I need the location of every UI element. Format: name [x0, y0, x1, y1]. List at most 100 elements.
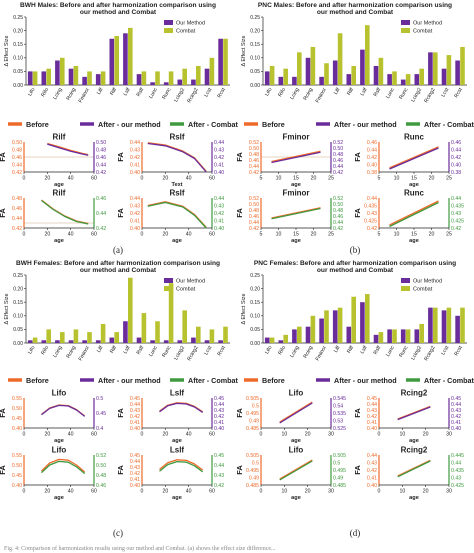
right-tick-label: 0.43 — [214, 408, 224, 414]
x-tick-label: 5 — [260, 176, 263, 182]
bar-our-method — [319, 76, 324, 85]
right-tick-label: 0.44 — [333, 220, 343, 226]
left-tick-label: 0.44 — [130, 459, 140, 465]
left-tick-label: 0.49 — [249, 418, 259, 424]
left-tick-label: 0.50 — [12, 463, 22, 469]
x-tick-label: Lifo — [27, 345, 36, 355]
left-tick-label: 0.43 — [130, 408, 140, 414]
bar-our-method — [278, 340, 284, 343]
x-tick-label: Rcst — [217, 345, 228, 357]
x-tick-label: 20 — [44, 232, 50, 238]
x-tick-label: 0 — [260, 489, 263, 495]
bar-combat — [419, 323, 424, 343]
series-line — [41, 199, 89, 225]
left-tick-label: 0.46 — [249, 214, 259, 220]
bar-combat — [114, 36, 119, 85]
right-tick-label: 0.41 — [214, 420, 224, 426]
x-tick-label: 10 — [394, 232, 400, 238]
left-tick-label: 0.5 — [252, 403, 259, 409]
right-tick-label: 0.435 — [451, 468, 464, 474]
series-line — [47, 143, 89, 156]
bar-combat — [297, 326, 302, 343]
left-tick-label: 0.52 — [249, 140, 259, 146]
plot-title: Rcing2 — [401, 446, 428, 455]
caption-c: (c) — [113, 528, 123, 538]
bar-combat — [141, 71, 147, 85]
x-tick-label: 20 — [44, 432, 50, 438]
right-tick-label: 0.50 — [333, 146, 343, 152]
x-axis-label: age — [291, 182, 301, 188]
bar-combat — [283, 334, 288, 343]
x-tick-label: 20 — [44, 176, 50, 182]
x-tick-label: Rcing — [66, 87, 78, 102]
x-tick-label: Lcst — [440, 345, 450, 357]
bar-combat — [446, 55, 452, 85]
right-tick-label: 0.50 — [333, 202, 343, 208]
bar-combat — [209, 329, 215, 343]
y-tick-label: 0.25 — [250, 273, 260, 279]
right-tick-label: 0.43 — [214, 473, 224, 479]
series-line — [389, 201, 439, 228]
bar-our-method — [414, 74, 420, 85]
x-tick-label: 0 — [141, 489, 144, 495]
left-tick-label: 0.55 — [12, 453, 22, 459]
a-bars-chart: BWH Males: Before and after harmonizatio… — [4, 2, 230, 104]
legend-label: Before — [262, 120, 285, 129]
x-tick-label: 40 — [186, 232, 192, 238]
x-axis-label: age — [409, 495, 419, 501]
left-tick-label: 0.5 — [252, 460, 259, 466]
bar-combat — [223, 38, 228, 85]
series-line — [159, 460, 204, 473]
bar-combat — [73, 65, 79, 85]
x-tick-label: 60 — [91, 432, 97, 438]
bar-our-method — [428, 307, 433, 343]
x-tick-label: Lcing2 — [410, 87, 423, 103]
x-tick-label: 10 — [281, 432, 287, 438]
b2-plot: Runc0.460.440.420.400.380.460.440.420.40… — [353, 133, 461, 189]
bar-combat — [100, 71, 106, 85]
bar-our-method — [41, 340, 47, 343]
x-axis-label: age — [54, 438, 64, 444]
bar-combat — [269, 337, 275, 343]
legend-swatch — [164, 286, 173, 291]
x-tick-label: Lunc — [385, 87, 396, 100]
series-line — [271, 151, 321, 164]
bar-combat — [337, 307, 343, 343]
bar-combat — [392, 71, 397, 85]
right-tick-label: 0.42 — [96, 226, 106, 232]
right-tick-label: 0.42 — [214, 155, 224, 161]
x-tick-label: 30 — [328, 432, 334, 438]
y-axis-label: FA — [235, 465, 244, 475]
bar-combat — [141, 313, 147, 343]
bar-our-method — [82, 76, 87, 85]
left-tick-label: 0.44 — [367, 147, 377, 153]
bar-our-method — [346, 74, 352, 85]
legend-label: Combat — [413, 29, 433, 35]
y-axis-label: FA — [116, 152, 125, 162]
left-tick-label: 0.48 — [12, 147, 22, 153]
x-axis-label: age — [409, 438, 419, 444]
left-tick-label: 0.50 — [249, 202, 259, 208]
x-axis-label: age — [409, 238, 419, 244]
legend-c: Before After - our method After - Combat — [8, 376, 239, 385]
bar-combat — [405, 329, 411, 343]
x-tick-label: 15 — [411, 176, 417, 182]
y-tick-label: 0.10 — [250, 56, 260, 62]
bar-combat — [182, 310, 187, 343]
bar-combat — [60, 57, 65, 85]
plot-title: Runc — [404, 189, 425, 198]
y-tick-label: 0.20 — [13, 286, 23, 292]
b-bars-chart: PNC Males: Before and after harmonizatio… — [241, 2, 467, 104]
left-tick-label: 0.42 — [130, 471, 140, 477]
left-tick-label: 0.40 — [12, 483, 22, 489]
bar-our-method — [68, 68, 74, 85]
right-tick-label: 0.48 — [333, 208, 343, 214]
right-tick-label: 0.42 — [451, 155, 461, 161]
bar-combat — [128, 27, 133, 86]
x-tick-label: Rifo — [40, 87, 50, 98]
x-tick-label: Rilf — [109, 87, 118, 97]
right-tick-label: 0.46 — [333, 214, 343, 220]
x-tick-label: 25 — [328, 232, 334, 238]
chart-title: our method and Combat — [317, 9, 394, 16]
